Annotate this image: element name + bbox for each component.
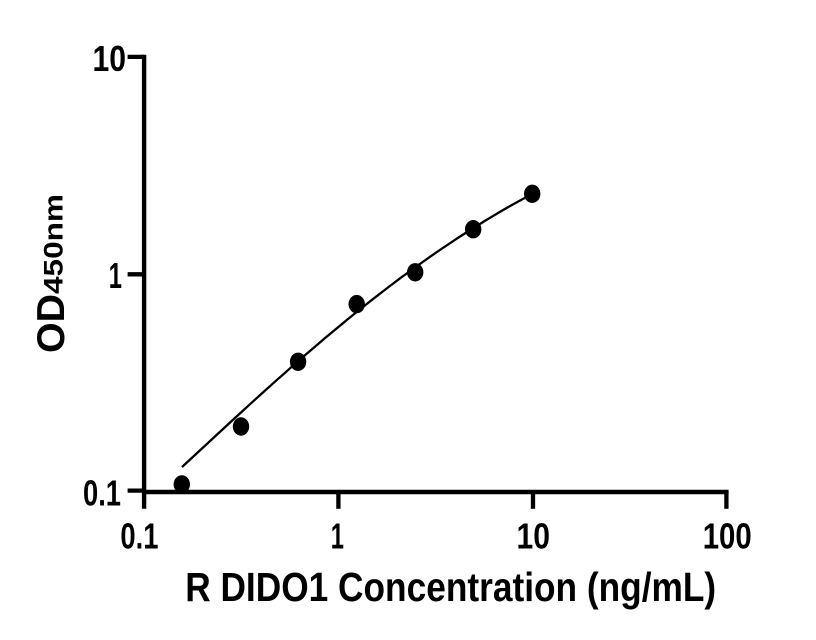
svg-text:1: 1 <box>109 255 122 296</box>
svg-text:10: 10 <box>517 515 551 556</box>
svg-text:10: 10 <box>93 38 127 79</box>
svg-text:0.1: 0.1 <box>120 515 158 556</box>
svg-text:450nm: 450nm <box>39 194 69 294</box>
svg-text:OD: OD <box>30 294 73 353</box>
svg-text:R DIDO1 Concentration (ng/mL): R DIDO1 Concentration (ng/mL) <box>185 564 716 610</box>
svg-text:100: 100 <box>703 515 752 556</box>
svg-text:0.1: 0.1 <box>83 473 121 514</box>
svg-text:1: 1 <box>331 515 344 556</box>
